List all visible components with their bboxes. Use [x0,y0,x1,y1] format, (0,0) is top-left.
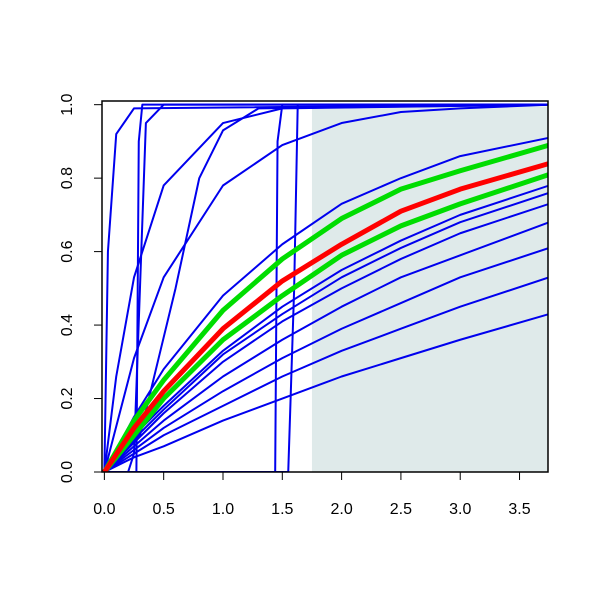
series-line [103,103,548,472]
series-line [103,192,548,472]
plot-area [102,103,548,472]
series-line [103,247,548,472]
x-tick-label: 3.0 [449,501,471,518]
series-line [103,203,548,472]
y-tick-label: 0.6 [59,240,76,262]
series-line [103,276,548,472]
series-line [103,103,548,472]
series-line [104,103,548,472]
y-tick-label: 0.0 [59,461,76,483]
y-tick-label: 0.8 [59,167,76,189]
series-line [103,221,548,472]
x-tick-label: 1.5 [271,501,293,518]
series-line [102,172,548,472]
x-tick-label: 2.5 [390,501,412,518]
x-tick-label: 2.0 [330,501,352,518]
plot-frame [101,100,549,473]
x-tick-label: 0.5 [153,501,175,518]
series-line [103,313,548,472]
y-tick-label: 0.2 [59,387,76,409]
series-line [102,142,548,472]
x-tick-label: 3.5 [508,501,530,518]
y-tick-label: 0.4 [59,314,76,336]
x-tick-label: 1.0 [212,501,234,518]
y-tick-label: 1.0 [59,93,76,115]
series-line [103,136,548,472]
x-tick-label: 0.0 [93,501,115,518]
series-line [102,161,548,472]
